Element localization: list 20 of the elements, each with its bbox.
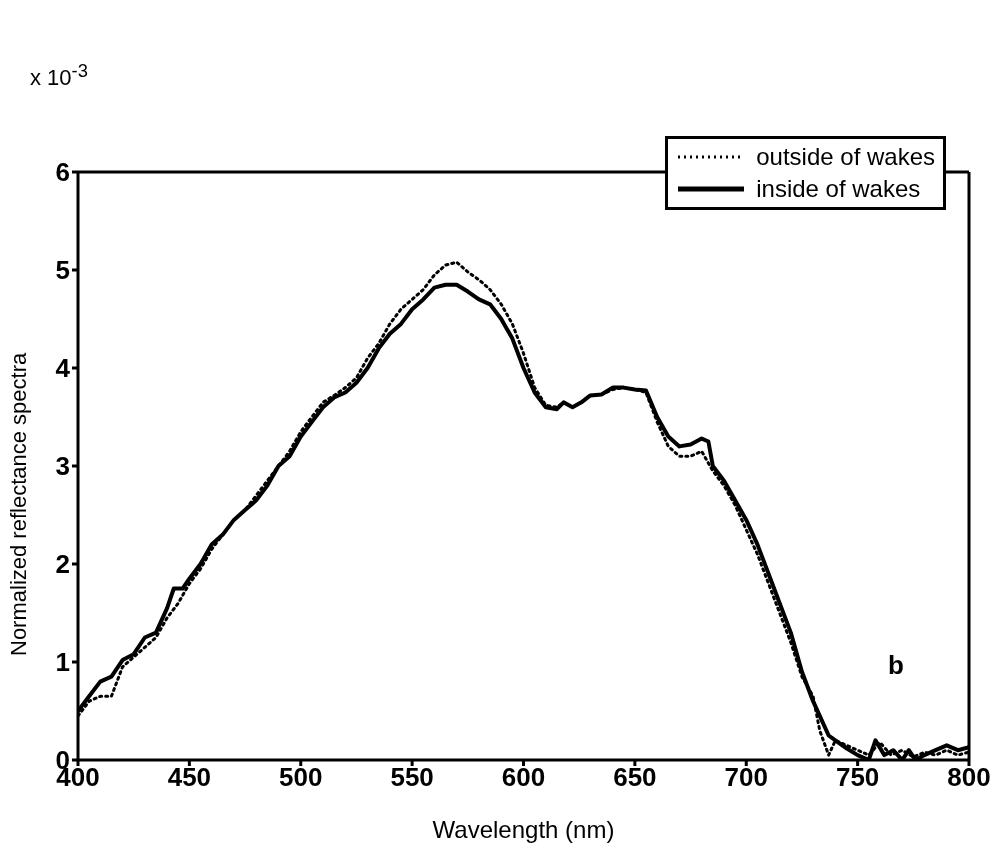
text: x 10$^{-3}$: [30, 60, 88, 92]
x-tick-label: 450: [167, 762, 212, 793]
y-tick-label: 6: [55, 157, 70, 188]
x-tick-label: 700: [724, 762, 768, 793]
y-axis-title: Normalized reflectance spectra: [5, 351, 31, 656]
x-axis-title: Wavelength (nm): [432, 816, 615, 843]
x-tick-label: 550: [390, 762, 434, 793]
x-tick-label: 800: [947, 762, 991, 793]
legend-label: inside of wakes: [756, 174, 921, 204]
annotation: b: [888, 650, 904, 681]
y-tick-label: 2: [55, 549, 70, 580]
y-tick-label: 1: [55, 647, 70, 678]
y-tick-label: 4: [55, 353, 71, 384]
x-tick-label: 650: [613, 762, 657, 793]
y-tick-label: 3: [55, 451, 70, 482]
x-tick-label: 500: [279, 762, 323, 793]
y-tick-label: 5: [55, 255, 70, 286]
x-tick-label: 600: [501, 762, 546, 793]
x-tick-label: 750: [835, 762, 880, 793]
legend-label: outside of wakes: [756, 142, 935, 172]
